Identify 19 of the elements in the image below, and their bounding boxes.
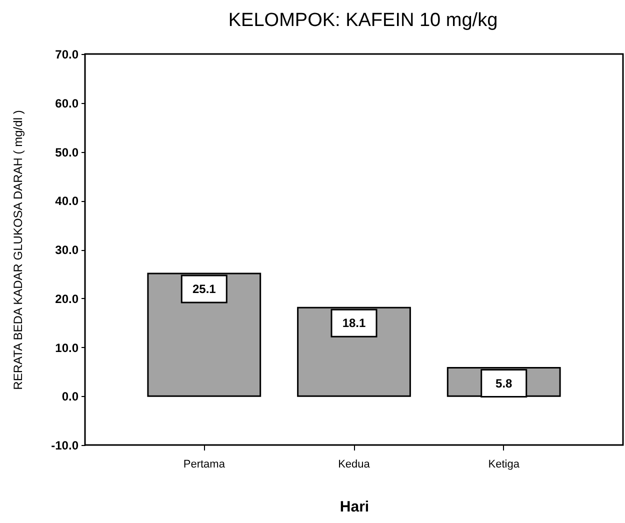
chart-title: KELOMPOK: KAFEIN 10 mg/kg xyxy=(228,10,498,31)
x-tick-label: Kedua xyxy=(338,458,371,470)
y-tick-label: 0.0 xyxy=(62,390,79,404)
y-tick-label: 30.0 xyxy=(55,243,79,257)
y-tick-label: -10.0 xyxy=(51,438,79,452)
y-tick-label: 10.0 xyxy=(55,340,79,355)
data-label: 18.1 xyxy=(342,316,366,330)
y-tick-label: 40.0 xyxy=(55,194,79,208)
x-tick-label: Ketiga xyxy=(488,458,520,470)
y-tick-label: 20.0 xyxy=(55,292,79,306)
y-tick-label: 50.0 xyxy=(55,145,79,160)
data-label: 25.1 xyxy=(192,282,216,296)
x-tick-label: Pertama xyxy=(183,458,226,470)
x-axis-title: Hari xyxy=(340,498,370,516)
data-label: 5.8 xyxy=(496,376,513,390)
y-axis-title: RERATA BEDA KADAR GLUKOSA DARAH ( mg/dl ) xyxy=(11,110,26,390)
y-tick-label: 60.0 xyxy=(55,96,79,110)
y-tick-label: 70.0 xyxy=(55,48,79,62)
bar xyxy=(147,272,262,397)
